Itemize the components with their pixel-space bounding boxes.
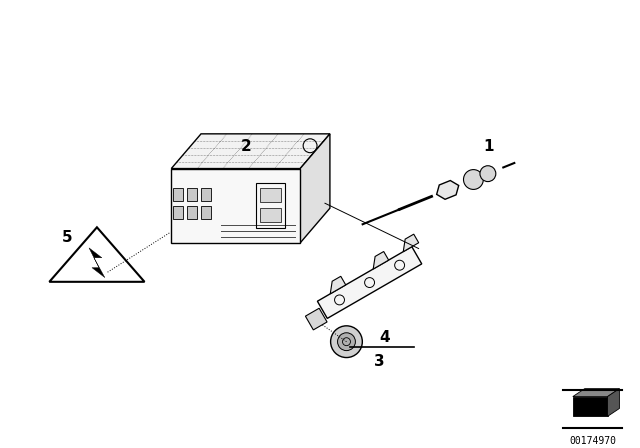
Bar: [260, 208, 282, 222]
Bar: [187, 206, 197, 219]
Text: 1: 1: [483, 139, 494, 154]
Bar: [172, 168, 300, 243]
Circle shape: [480, 166, 496, 181]
Polygon shape: [436, 181, 459, 199]
Bar: [173, 206, 183, 219]
Polygon shape: [172, 134, 330, 168]
Bar: [260, 188, 282, 202]
Text: 2: 2: [240, 139, 251, 154]
Polygon shape: [403, 234, 419, 252]
Circle shape: [463, 170, 483, 190]
Polygon shape: [317, 247, 422, 319]
Polygon shape: [305, 308, 327, 330]
Polygon shape: [300, 134, 330, 243]
Circle shape: [337, 333, 355, 351]
Text: 5: 5: [62, 230, 72, 246]
Polygon shape: [373, 251, 388, 269]
Circle shape: [331, 326, 362, 358]
Polygon shape: [573, 388, 620, 396]
Bar: [573, 396, 607, 416]
Bar: [255, 183, 285, 228]
Polygon shape: [89, 248, 105, 278]
Bar: [173, 188, 183, 201]
Bar: [187, 188, 197, 201]
Polygon shape: [607, 388, 620, 416]
Text: 3: 3: [374, 354, 385, 369]
Bar: [201, 206, 211, 219]
Text: 4: 4: [379, 330, 390, 345]
Bar: [201, 188, 211, 201]
Text: 00174970: 00174970: [569, 436, 616, 446]
Polygon shape: [330, 276, 346, 294]
